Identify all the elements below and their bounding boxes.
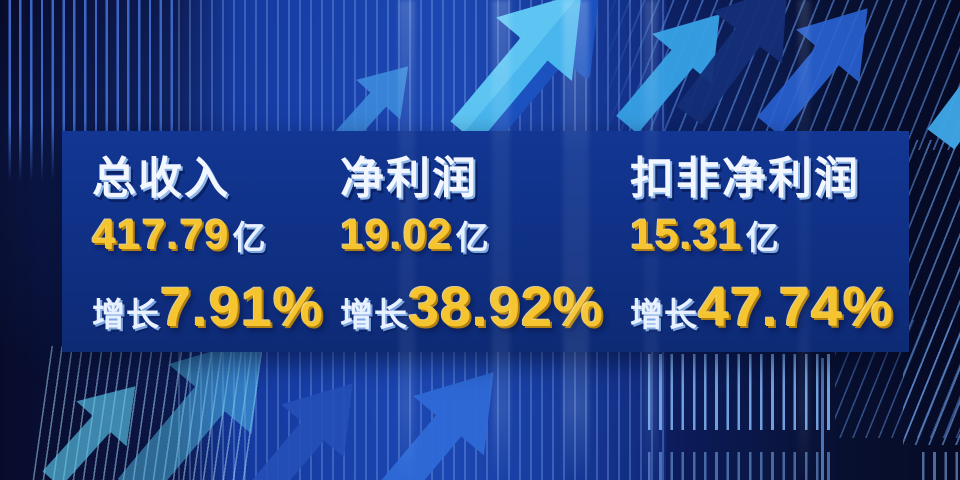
metric-value-row: 417.79亿 (92, 211, 324, 269)
light-beam (644, 0, 658, 480)
light-beam (563, 0, 589, 480)
metric-growth-row: 增长7.91% (92, 277, 324, 352)
metric-name: 扣非净利润 (630, 154, 860, 203)
growth-label: 增长 (630, 296, 698, 333)
growth-value: 7.91% (160, 275, 324, 338)
growth-value: 47.74% (698, 275, 894, 338)
vertical-stripes-bottom-corner (922, 452, 960, 480)
metric-net-profit: 净利润 19.02亿 增长38.92% (340, 153, 604, 352)
metric-value-row: 19.02亿 (340, 211, 604, 269)
metric-non-gaap-net-profit: 扣非净利润 15.31亿 增长47.74% (630, 153, 894, 352)
metric-value-row: 15.31亿 (630, 211, 894, 269)
up-right-arrow-icon (42, 386, 136, 480)
single-vertical-stripe (821, 358, 824, 480)
metric-value: 417.79 (92, 211, 230, 259)
up-right-arrow-icon (450, 0, 600, 146)
light-beam (492, 0, 510, 480)
metric-name: 净利润 (340, 154, 478, 203)
metric-value: 15.31 (630, 211, 743, 259)
up-right-arrow-icon (757, 8, 868, 136)
metric-growth-row: 增长38.92% (340, 277, 604, 352)
metric-total-revenue: 总收入 417.79亿 增长7.91% (92, 153, 324, 352)
metric-value: 19.02 (340, 211, 453, 259)
growth-value: 38.92% (408, 275, 604, 338)
metric-unit: 亿 (745, 219, 779, 256)
growth-label: 增长 (340, 296, 408, 333)
metric-name: 总收入 (92, 154, 230, 203)
up-right-arrow-icon (616, 14, 720, 134)
up-right-arrow-icon (117, 336, 263, 480)
light-beam (399, 0, 415, 480)
growth-label: 增长 (92, 296, 160, 333)
metric-growth-row: 增长47.74% (630, 277, 894, 352)
up-right-arrow-icon (242, 383, 353, 480)
light-beam (798, 0, 810, 480)
diagonal-stripes-right-edge (903, 140, 960, 445)
vertical-stripes-bottom-right-lower (648, 452, 832, 480)
metric-unit: 亿 (232, 219, 266, 256)
up-right-arrow-icon (676, 0, 788, 125)
up-right-arrow-icon (927, 0, 960, 150)
metrics-banner: 总收入 417.79亿 增长7.91% 净利润 19.02亿 增长38.92% … (62, 131, 909, 352)
metric-unit: 亿 (455, 219, 489, 256)
vertical-stripes-bottom-right (648, 354, 832, 430)
